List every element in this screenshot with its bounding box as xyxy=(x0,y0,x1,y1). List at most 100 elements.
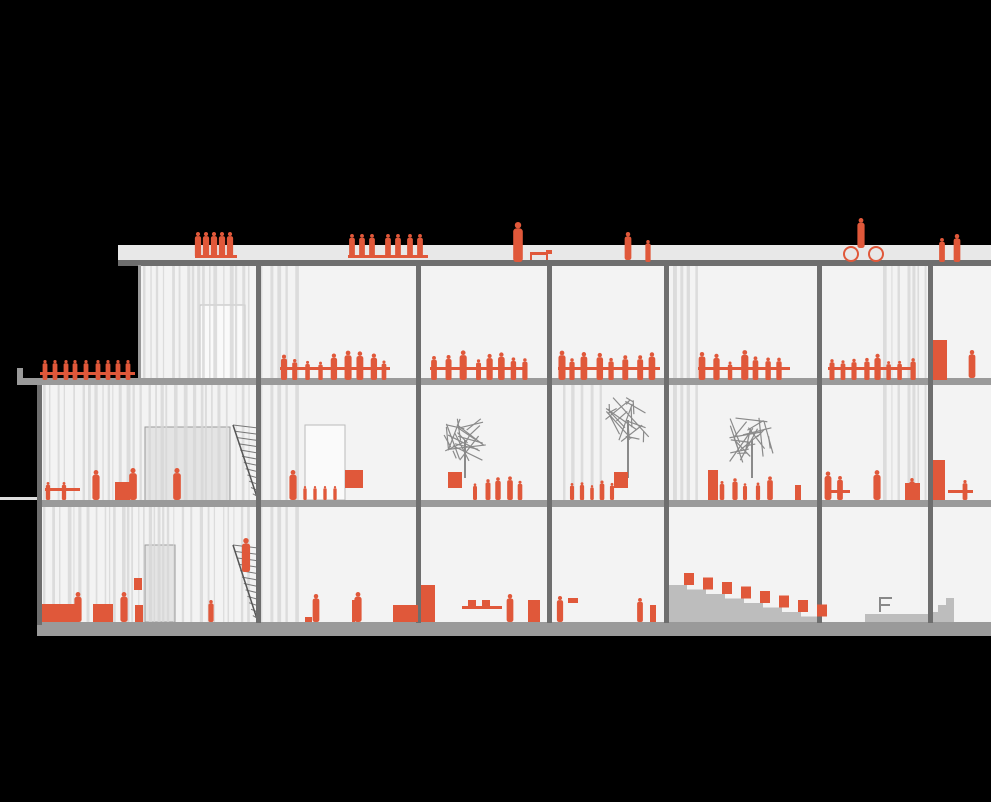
audience-seated xyxy=(590,485,594,500)
mullion-stripe xyxy=(132,385,135,502)
roof-child-running xyxy=(624,232,632,260)
upper-floor-person xyxy=(486,353,493,380)
auditorium-seat xyxy=(760,591,770,603)
ground-floor-interior xyxy=(40,507,991,624)
mullion-stripe xyxy=(43,385,46,502)
tree-branch xyxy=(767,436,771,449)
terrace-parapet xyxy=(17,368,23,380)
upper-floor-person xyxy=(280,354,288,380)
tree-branch xyxy=(445,423,461,460)
mullion-stripe xyxy=(213,507,216,622)
tree-branch xyxy=(447,418,461,451)
mullion-stripe xyxy=(563,385,566,502)
counter xyxy=(93,604,113,622)
tree-branch xyxy=(448,444,486,450)
middle-table xyxy=(45,488,80,491)
audience-seated xyxy=(579,482,585,500)
audience-seated xyxy=(569,482,575,500)
roof-bench xyxy=(348,255,428,258)
roof-person-seated xyxy=(194,232,202,258)
mullion-stripe xyxy=(223,507,225,622)
upper-floor-person xyxy=(622,355,629,380)
upper-floor-person xyxy=(727,361,733,380)
mullion-stripe xyxy=(139,385,142,502)
upper-floor-person xyxy=(851,358,857,380)
upper-floor-person xyxy=(558,350,566,380)
upper-floor-person xyxy=(864,357,870,380)
mullion-stripe xyxy=(172,265,175,380)
terrace-person-seated xyxy=(42,360,48,380)
ground-person xyxy=(120,592,128,622)
flipchart xyxy=(614,472,628,488)
roof-person-seated xyxy=(226,232,234,258)
upper-floor-person xyxy=(381,360,387,380)
terrace-person-seated xyxy=(95,360,101,380)
roof-person-seated xyxy=(417,234,423,258)
tree-branch xyxy=(627,421,630,440)
mullion-stripe xyxy=(155,265,159,380)
stair-tread xyxy=(236,437,259,441)
mullion-stripe xyxy=(247,265,250,380)
roof-bench xyxy=(195,255,237,258)
sign xyxy=(134,578,142,590)
roof-person-seated xyxy=(359,234,365,258)
upper-floor-person xyxy=(305,360,310,380)
ground-slab xyxy=(37,622,991,636)
upper-floor-person xyxy=(752,356,759,380)
stair-tread xyxy=(241,576,259,581)
tree-branch xyxy=(730,439,750,443)
tree-branch xyxy=(616,410,628,422)
tree-branch xyxy=(459,435,480,461)
counter xyxy=(135,605,143,622)
mullion-stripe xyxy=(270,265,274,622)
mullion-stripe xyxy=(78,507,82,622)
mullion-stripe xyxy=(138,507,140,622)
shelf xyxy=(708,470,718,500)
mullion-stripe xyxy=(590,385,594,502)
audience-seated xyxy=(609,482,615,500)
stair-tread xyxy=(234,430,259,435)
auditorium-seating xyxy=(668,585,954,622)
tree-branch xyxy=(729,427,754,462)
upper-floor-person xyxy=(510,357,517,380)
tree-branch xyxy=(758,417,764,457)
upper-floor-person xyxy=(356,351,364,380)
upper-table xyxy=(828,367,915,370)
cabinet xyxy=(933,460,945,500)
lectern xyxy=(115,482,130,500)
mullion-stripe xyxy=(107,385,111,502)
middle-floor-person xyxy=(962,480,968,500)
terrace-person-seated xyxy=(52,360,58,380)
roof-child-running xyxy=(645,240,651,262)
tree-branch xyxy=(454,433,470,462)
stair-tread xyxy=(238,443,259,448)
mullion-stripe xyxy=(192,385,197,502)
tree-branch xyxy=(632,400,635,415)
upper-floor-person xyxy=(580,352,588,380)
upper-floor-person xyxy=(713,353,720,380)
mullion-stripe xyxy=(227,507,230,622)
tree-branch xyxy=(739,428,759,461)
mannequin xyxy=(506,594,514,622)
tree-branch xyxy=(729,418,741,444)
terrace-person-seated xyxy=(125,360,131,380)
tree-branch xyxy=(612,397,650,438)
mullion-stripe xyxy=(104,507,107,622)
tree-branch xyxy=(739,434,759,451)
mullion-stripe xyxy=(209,265,211,380)
mullion-stripe xyxy=(173,385,178,502)
middle-floor-person xyxy=(742,483,748,500)
object xyxy=(482,600,490,606)
column xyxy=(256,265,261,623)
tree-branch xyxy=(742,427,772,436)
dog-small xyxy=(305,617,312,622)
audience-seated xyxy=(517,480,523,500)
upper-floor-person xyxy=(874,353,881,380)
audience-seated xyxy=(507,476,513,500)
dog xyxy=(530,250,552,260)
work-table xyxy=(462,606,502,609)
mullion-stripe xyxy=(229,265,234,380)
upper-floor-person xyxy=(596,352,604,380)
tree-branch xyxy=(447,434,480,452)
